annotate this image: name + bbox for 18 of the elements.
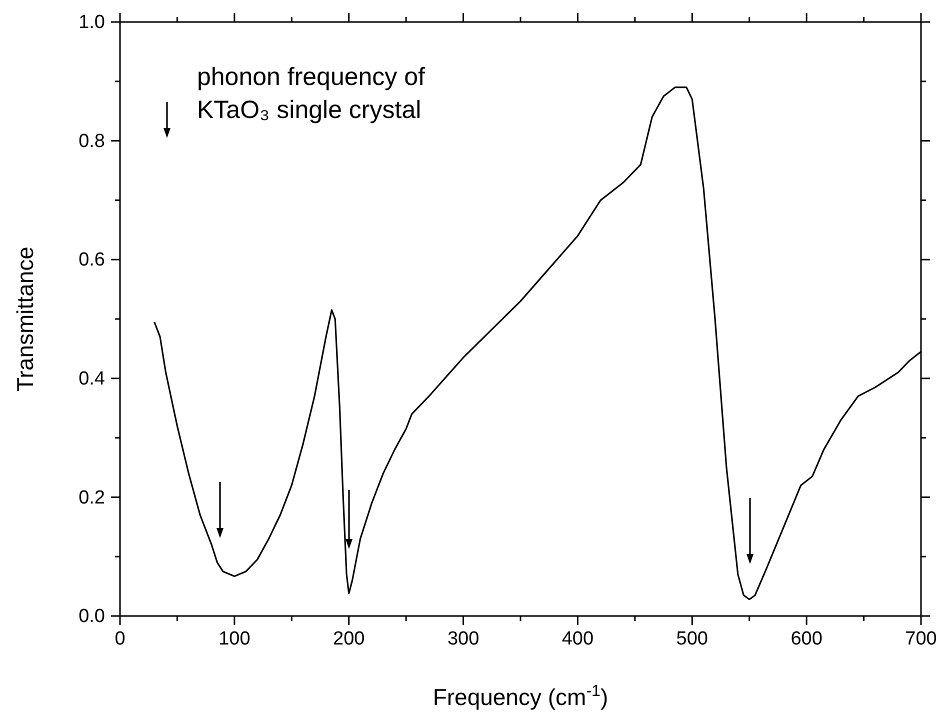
y-tick-label: 0.0 [78, 606, 105, 628]
x-tick-label: 300 [447, 628, 480, 650]
y-tick-label: 0.6 [78, 250, 105, 271]
y-tick-label: 0.8 [78, 130, 105, 152]
x-tick-label: 200 [333, 628, 365, 650]
x-tick-label: 100 [218, 628, 250, 650]
x-tick-label: 700 [905, 628, 937, 650]
y-tick-label: 0.2 [78, 487, 105, 508]
x-axis-title: Frequency (cm$^{-1}$) [432, 682, 608, 710]
y-tick-label: 0.4 [78, 368, 106, 390]
x-tick-label: 500 [676, 628, 708, 650]
y-axis-title: Transmittance [12, 246, 38, 392]
y-tick-label: 1.0 [78, 12, 105, 34]
annotation: phonon frequency of [197, 63, 426, 91]
x-tick-label: 400 [562, 628, 594, 650]
annotation: KTaO₃ single crystal [197, 96, 422, 124]
x-tick-label: 0 [114, 628, 126, 650]
x-tick-label: 600 [790, 628, 822, 650]
